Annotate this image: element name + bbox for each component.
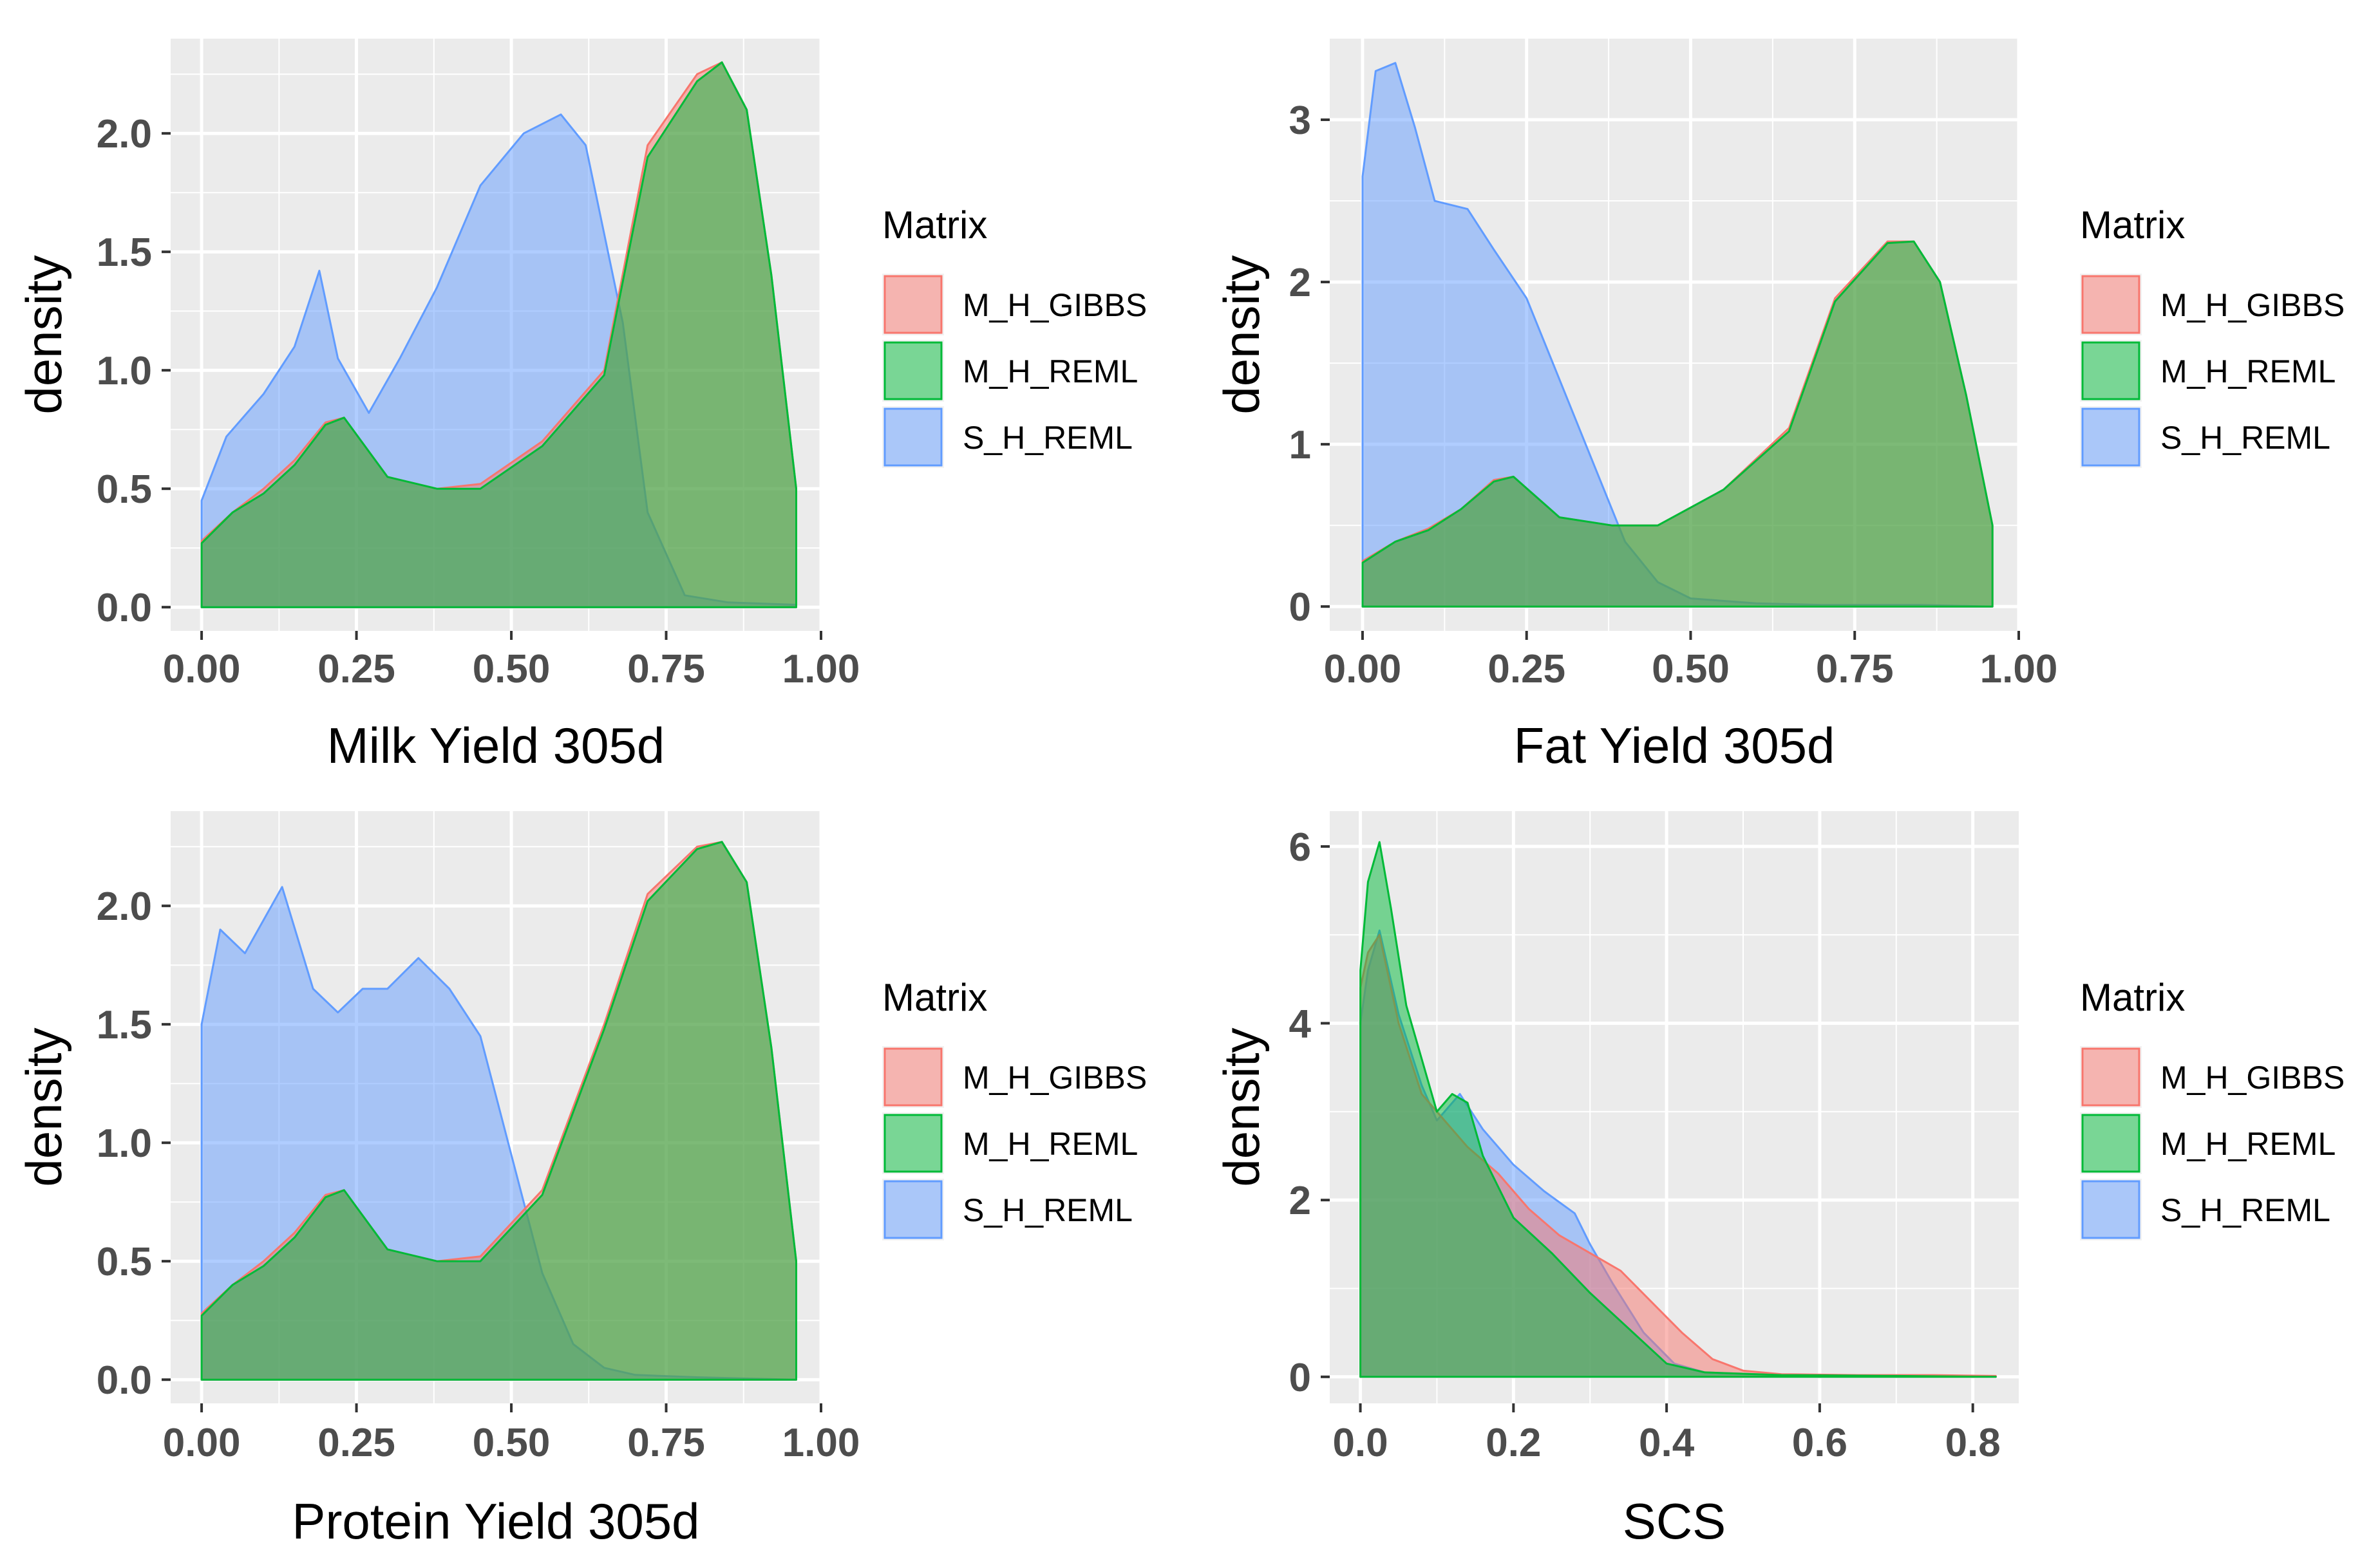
x-tick-label: 0.50 <box>473 1421 551 1465</box>
legend-swatch-m-h-gibbs <box>883 1047 943 1107</box>
y-tick-label: 0 <box>1289 1356 1311 1400</box>
legend-label: M_H_REML <box>2160 1126 2336 1162</box>
density-area-m-h-reml <box>1361 240 1994 608</box>
legend-label: S_H_REML <box>963 420 1133 456</box>
x-axis-title: SCS <box>1623 1493 1726 1549</box>
x-axis-title: Fat Yield 305d <box>1514 717 1835 774</box>
legend-swatch-m-h-gibbs <box>2081 1047 2140 1107</box>
legend-label: M_H_REML <box>963 353 1138 389</box>
legend-swatch-m-h-gibbs <box>883 275 943 334</box>
legend-label: M_H_GIBBS <box>2160 287 2345 323</box>
y-tick-label: 1.5 <box>97 1003 152 1047</box>
legend-label: M_H_GIBBS <box>963 1060 1147 1096</box>
y-tick-label: 2 <box>1289 261 1311 305</box>
legend-label: S_H_REML <box>963 1192 1133 1228</box>
legend-swatch-m-h-gibbs <box>2081 275 2140 334</box>
x-tick-label: 0.00 <box>1324 647 1402 691</box>
x-axis-title: Milk Yield 305d <box>327 717 665 774</box>
legend-swatch-m-h-reml <box>883 341 943 400</box>
legend-swatch-m-h-reml <box>883 1114 943 1173</box>
legend: Matrix M_H_GIBBS M_H_REML S_H_REML <box>2080 203 2345 468</box>
density-area-m-h-reml <box>1359 841 1997 1378</box>
y-axis-title: density <box>1213 1027 1270 1186</box>
chart-panel-4: 0.0 0.2 0.4 0.6 0.8 0 2 4 6 SCS density Matrix M_H_G… <box>1213 811 2345 1549</box>
legend-swatch-s-h-reml <box>2081 407 2140 467</box>
legend-swatch-s-h-reml <box>2081 1180 2140 1239</box>
x-tick-label: 0.00 <box>163 647 241 691</box>
y-tick-label: 0.5 <box>97 467 152 512</box>
x-tick-label: 0.50 <box>473 647 551 691</box>
legend-title: Matrix <box>2080 976 2185 1019</box>
legend-label: S_H_REML <box>2160 1192 2330 1228</box>
x-tick-label: 0.50 <box>1652 647 1730 691</box>
x-tick-label: 0.75 <box>627 1421 705 1465</box>
chart-panel-1: 0.00 0.25 0.50 0.75 1.00 0.0 0.5 1.0 1.5 2.0 Milk … <box>15 39 1147 774</box>
x-tick-label: 0.25 <box>317 1421 395 1465</box>
legend-title: Matrix <box>882 976 987 1019</box>
y-tick-label: 3 <box>1289 98 1311 143</box>
y-axis-title: density <box>15 1027 72 1186</box>
legend-title: Matrix <box>2080 203 2185 247</box>
x-tick-label: 0.75 <box>627 647 705 691</box>
y-axis-title: density <box>15 255 72 414</box>
y-tick-label: 0.0 <box>97 586 152 630</box>
y-tick-label: 2.0 <box>97 884 152 929</box>
x-tick-label: 0.2 <box>1486 1421 1541 1465</box>
x-axis-title: Protein Yield 305d <box>292 1493 699 1549</box>
legend-label: S_H_REML <box>2160 420 2330 456</box>
x-tick-label: 0.4 <box>1639 1421 1695 1465</box>
x-tick-label: 1.00 <box>782 647 860 691</box>
legend-label: M_H_GIBBS <box>2160 1060 2345 1096</box>
legend-swatch-m-h-reml <box>2081 1114 2140 1173</box>
x-tick-label: 1.00 <box>782 1421 860 1465</box>
legend-label: M_H_GIBBS <box>963 287 1147 323</box>
y-axis-title: density <box>1213 255 1270 414</box>
legend-swatch-s-h-reml <box>883 407 943 467</box>
x-tick-label: 0.8 <box>1945 1421 2001 1465</box>
legend: Matrix M_H_GIBBS M_H_REML S_H_REML <box>882 203 1147 468</box>
chart-panel-3: 0.00 0.25 0.50 0.75 1.00 0.0 0.5 1.0 1.5 2.0 Prote… <box>15 811 1147 1549</box>
x-tick-label: 1.00 <box>1980 647 2058 691</box>
x-tick-label: 0.25 <box>317 647 395 691</box>
x-tick-label: 0.00 <box>163 1421 241 1465</box>
legend-title: Matrix <box>882 203 987 247</box>
x-tick-label: 0.6 <box>1792 1421 1847 1465</box>
legend-swatch-m-h-reml <box>2081 341 2140 400</box>
y-tick-label: 1.0 <box>97 1121 152 1166</box>
density-area-m-h-reml <box>200 61 797 608</box>
y-tick-label: 1 <box>1289 423 1311 467</box>
legend-label: M_H_REML <box>2160 353 2336 389</box>
y-tick-label: 1.0 <box>97 349 152 393</box>
y-tick-label: 0.0 <box>97 1358 152 1403</box>
x-tick-label: 0.75 <box>1816 647 1894 691</box>
density-area-m-h-reml <box>200 841 797 1381</box>
legend-label: M_H_REML <box>963 1126 1138 1162</box>
legend-swatch-s-h-reml <box>883 1180 943 1239</box>
y-tick-label: 2 <box>1289 1179 1311 1223</box>
legend: Matrix M_H_GIBBS M_H_REML S_H_REML <box>882 976 1147 1240</box>
chart-panel-2: 0.00 0.25 0.50 0.75 1.00 0 1 2 3 Fat Yield 305d de… <box>1213 39 2345 774</box>
y-tick-label: 0 <box>1289 585 1311 630</box>
y-tick-label: 0.5 <box>97 1240 152 1284</box>
y-tick-label: 1.5 <box>97 230 152 275</box>
x-tick-label: 0.25 <box>1488 647 1565 691</box>
legend: Matrix M_H_GIBBS M_H_REML S_H_REML <box>2080 976 2345 1240</box>
y-tick-label: 4 <box>1289 1002 1312 1047</box>
x-tick-label: 0.0 <box>1332 1421 1388 1465</box>
y-tick-label: 2.0 <box>97 112 152 156</box>
y-tick-label: 6 <box>1289 825 1311 870</box>
